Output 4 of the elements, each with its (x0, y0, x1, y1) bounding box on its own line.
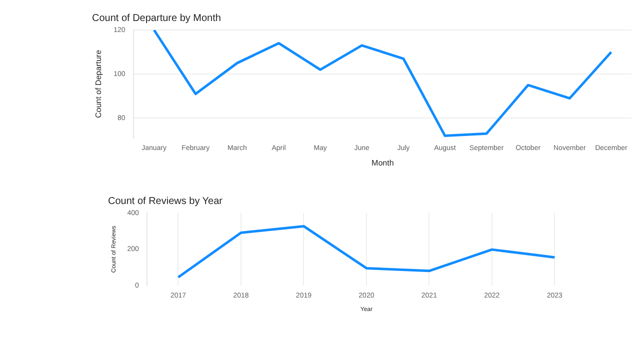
y-axis-title: Count of Departure (94, 49, 104, 118)
chart-title: Count of Reviews by Year (108, 196, 224, 207)
x-axis-title: Month (372, 158, 394, 168)
chart-title: Count of Departure by Month (92, 12, 221, 24)
